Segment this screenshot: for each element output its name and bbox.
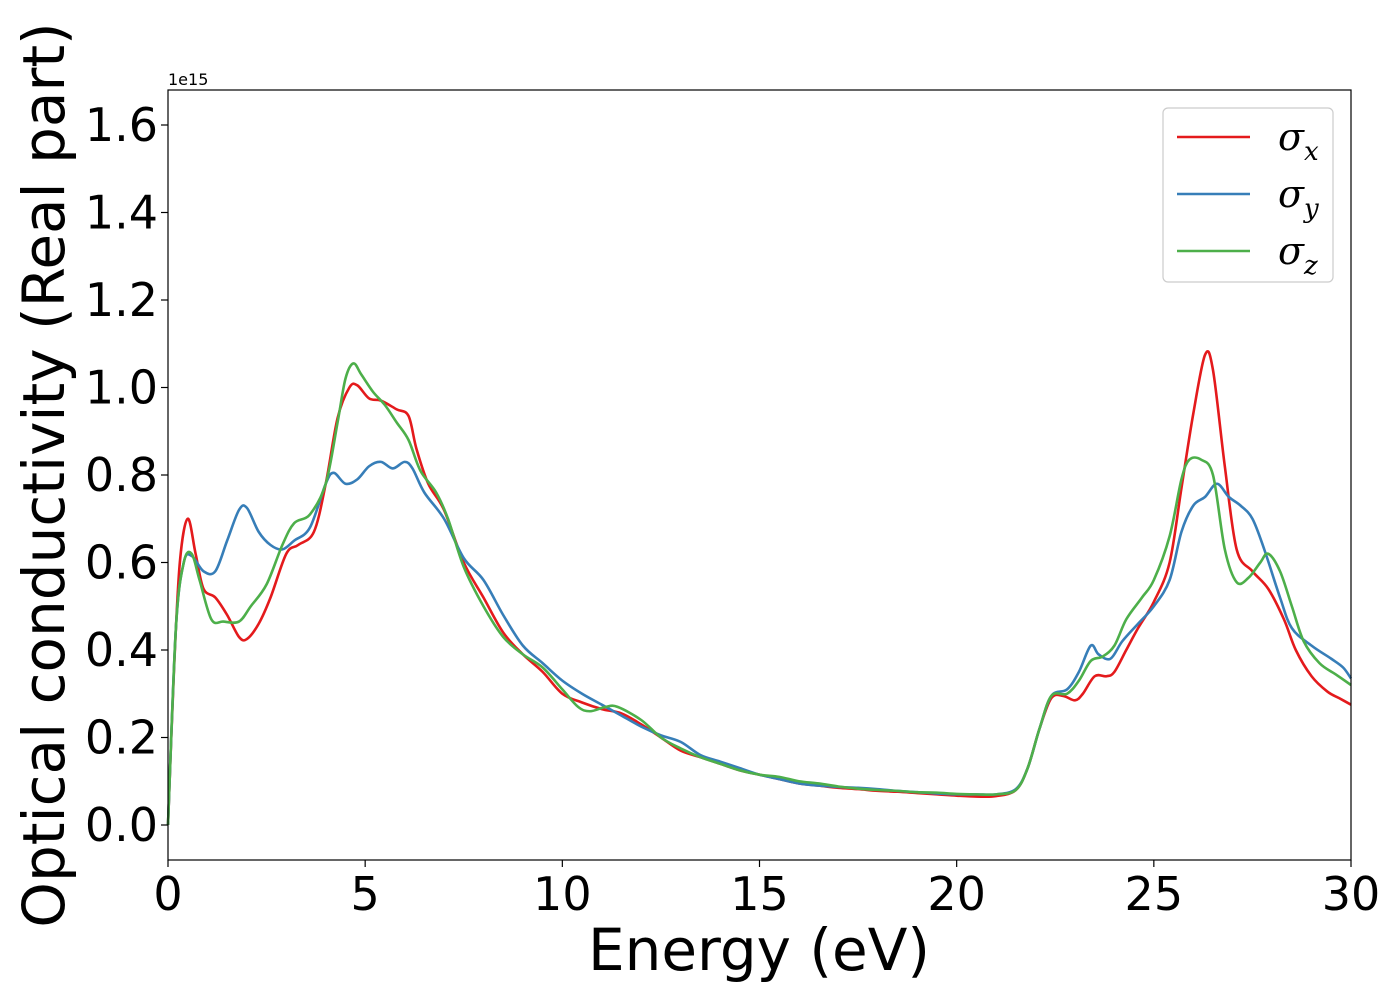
y-tick-label: 1.6	[85, 98, 158, 152]
y-tick-label: 0.8	[85, 448, 158, 502]
legend-label-base: σ	[1278, 229, 1305, 273]
legend-label-y: σy	[1278, 172, 1319, 224]
series-line-z	[166, 362, 1352, 826]
y-tick-label: 0.6	[85, 536, 158, 590]
y-tick-label: 0.0	[85, 798, 158, 852]
legend-label-base: σ	[1278, 115, 1305, 159]
y-offset-label: 1e15	[168, 70, 208, 89]
x-tick-label: 20	[927, 867, 986, 921]
y-axis-title: Optical conductivity (Real part)	[10, 22, 78, 927]
x-axis-title: Energy (eV)	[588, 916, 930, 984]
legend-label-base: σ	[1278, 172, 1305, 216]
x-tick-label: 25	[1125, 867, 1184, 921]
x-tick-label: 10	[533, 867, 592, 921]
x-axis-ticks: 0 5 10 15 20 25 30	[153, 860, 1380, 921]
y-axis-ticks: 0.0 0.2 0.4 0.6 0.8 1.0 1.2 1.4 1.6	[85, 98, 168, 852]
plot-area	[168, 90, 1351, 860]
y-tick-label: 1.2	[85, 273, 158, 327]
x-tick-label: 30	[1322, 867, 1381, 921]
legend-label-x: σx	[1278, 115, 1319, 167]
y-tick-label: 0.4	[85, 623, 158, 677]
x-tick-label: 15	[730, 867, 789, 921]
series-layer	[166, 350, 1353, 826]
x-tick-label: 5	[351, 867, 380, 921]
y-tick-label: 1.0	[85, 361, 158, 415]
series-line-y	[166, 460, 1353, 826]
x-tick-label: 0	[153, 867, 182, 921]
legend-label-sub: z	[1303, 251, 1318, 281]
y-tick-label: 0.2	[85, 711, 158, 765]
legend-label-z: σz	[1278, 229, 1318, 281]
legend-label-sub: x	[1304, 137, 1319, 167]
legend-label-sub: y	[1303, 194, 1319, 224]
y-tick-label: 1.4	[85, 186, 158, 240]
